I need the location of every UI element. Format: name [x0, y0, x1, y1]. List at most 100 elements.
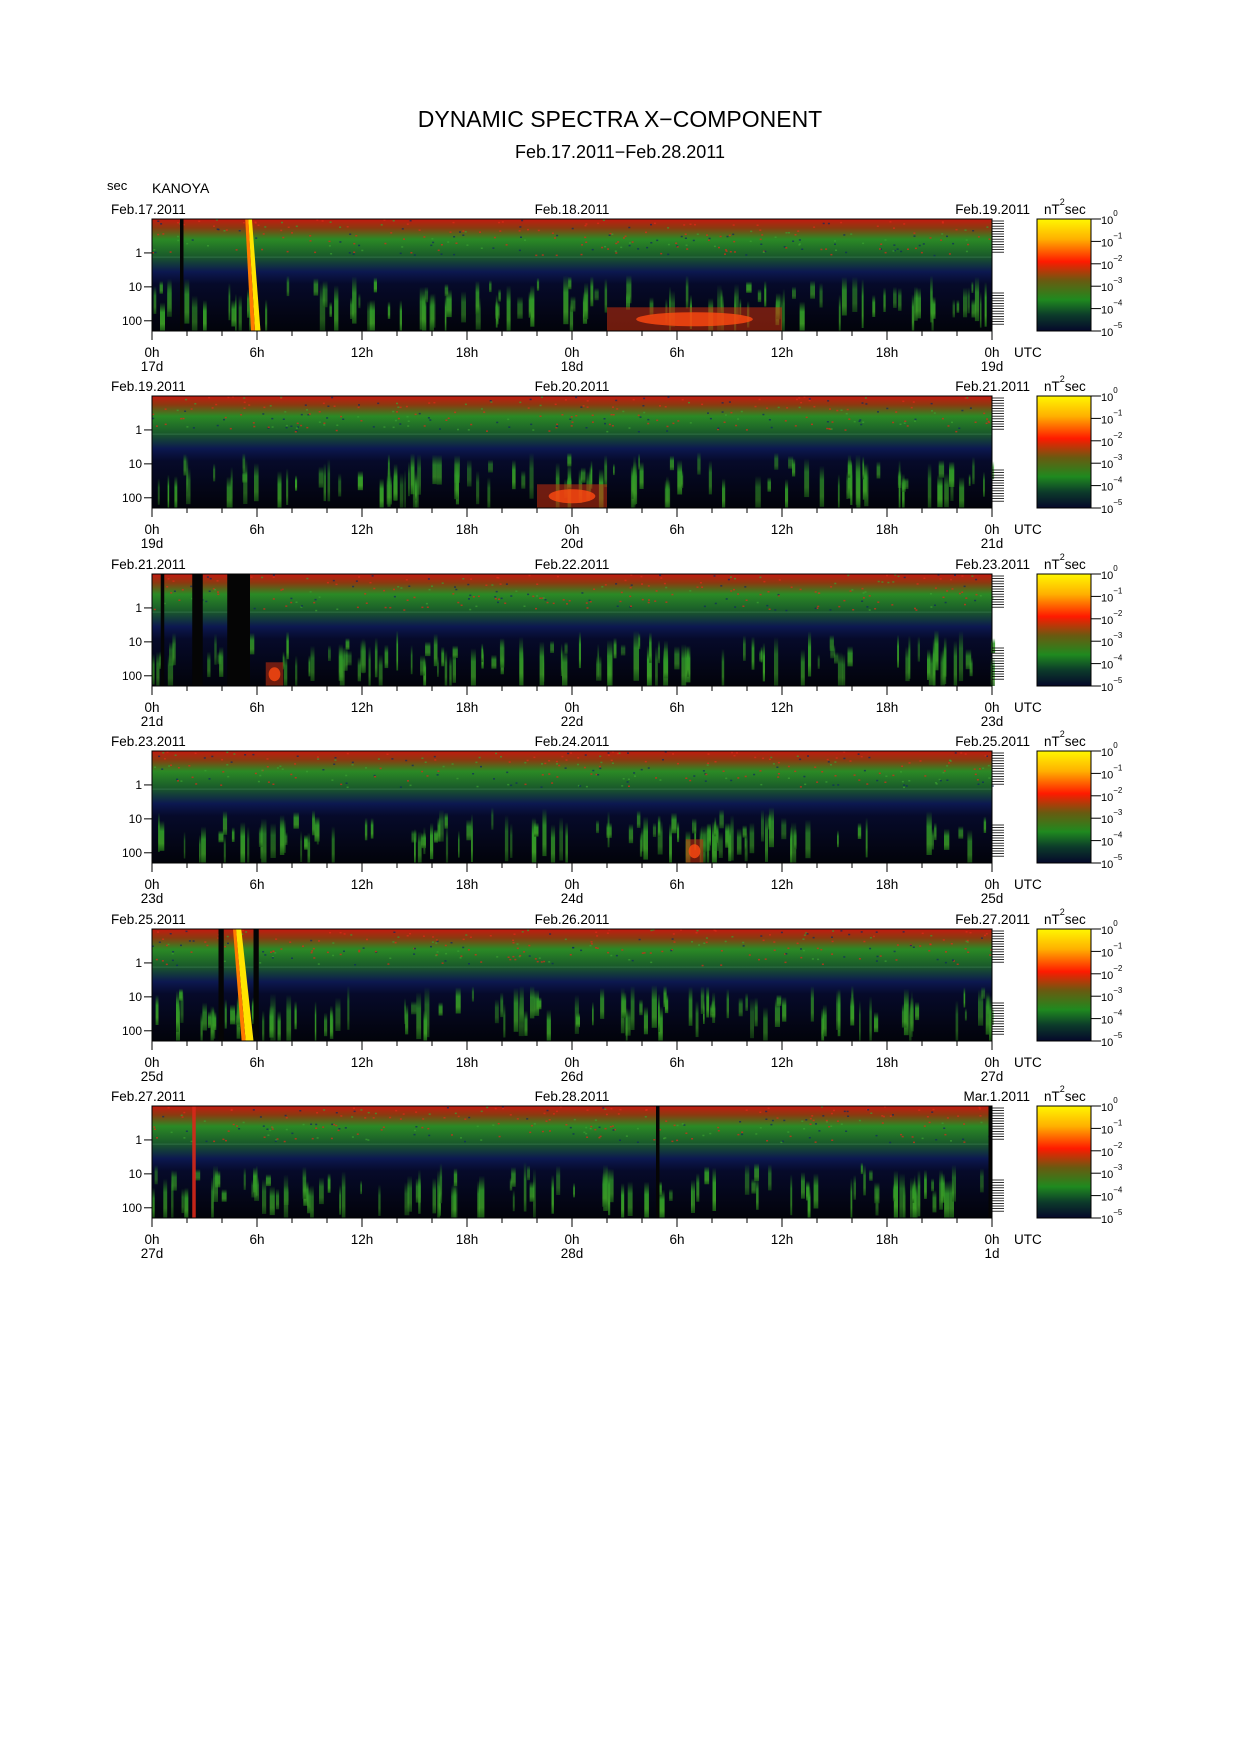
pulsation-streak — [767, 477, 771, 492]
noise-speck — [306, 426, 309, 429]
pulsation-streak — [822, 1004, 827, 1037]
noise-speck — [903, 576, 906, 579]
noise-speck — [479, 231, 481, 233]
noise-speck — [942, 596, 945, 599]
pulsation-streak — [869, 996, 872, 1041]
noise-speck — [435, 954, 438, 957]
noise-speck — [934, 587, 937, 589]
pulsation-streak — [749, 822, 755, 854]
noise-speck — [372, 1117, 375, 1119]
pulsation-streak — [387, 467, 391, 507]
noise-speck — [154, 766, 156, 768]
noise-speck — [291, 1132, 294, 1135]
noise-speck — [831, 953, 834, 955]
noise-speck — [280, 397, 283, 400]
pulsation-streak — [358, 293, 361, 309]
pulsation-streak — [425, 641, 431, 657]
noise-speck — [486, 430, 488, 432]
noise-speck — [567, 752, 570, 755]
noise-speck — [647, 601, 650, 604]
pulsation-streak — [641, 827, 646, 852]
noise-speck — [505, 583, 508, 585]
noise-speck — [915, 609, 918, 611]
noise-speck — [880, 243, 883, 245]
noise-speck — [459, 231, 461, 233]
noise-speck — [629, 587, 632, 589]
pulsation-streak — [671, 812, 677, 834]
pulsation-streak — [757, 289, 762, 303]
noise-speck — [497, 577, 500, 579]
pulsation-streak — [604, 455, 608, 488]
noise-speck — [423, 425, 426, 427]
pulsation-streak — [898, 287, 902, 311]
noise-speck — [976, 779, 979, 781]
noise-speck — [155, 958, 158, 961]
noise-speck — [853, 774, 856, 776]
noise-speck — [858, 420, 861, 422]
noise-speck — [373, 774, 376, 777]
pulsation-streak — [643, 1006, 648, 1035]
noise-speck — [410, 252, 413, 254]
pulsation-streak — [655, 646, 658, 686]
x-tick-label: 12h — [351, 1055, 374, 1070]
noise-speck — [242, 1121, 245, 1124]
noise-speck — [821, 1106, 823, 1108]
pulsation-streak — [230, 466, 233, 508]
x-tick-label: 12h — [351, 877, 374, 892]
pulsation-streak — [850, 461, 853, 505]
pulsation-streak — [503, 1003, 506, 1038]
noise-speck — [494, 1107, 497, 1110]
noise-speck — [469, 608, 472, 611]
pulsation-streak — [345, 638, 350, 650]
noise-speck — [424, 761, 427, 763]
noise-speck — [217, 593, 220, 596]
noise-speck — [313, 601, 316, 604]
noise-speck — [828, 1126, 831, 1128]
noise-speck — [314, 251, 317, 254]
noise-speck — [581, 244, 584, 246]
noise-speck — [177, 239, 180, 242]
noise-speck — [875, 1134, 878, 1137]
noise-speck — [848, 933, 851, 936]
noise-speck — [240, 414, 243, 416]
noise-speck — [153, 249, 156, 251]
noise-speck — [476, 785, 479, 788]
noise-speck — [829, 408, 831, 410]
noise-speck — [860, 755, 863, 758]
pulsation-streak — [669, 1188, 673, 1201]
noise-speck — [590, 1125, 593, 1128]
colorbar-tick-label: 10−4 — [1101, 654, 1123, 672]
data-gap — [192, 574, 203, 686]
noise-speck — [986, 226, 989, 228]
spike-event — [192, 1106, 196, 1218]
noise-speck — [991, 597, 994, 599]
noise-speck — [549, 933, 552, 935]
noise-speck — [659, 1129, 661, 1131]
noise-speck — [460, 1137, 462, 1139]
noise-speck — [908, 780, 911, 782]
pc-event-core — [548, 489, 596, 504]
noise-speck — [440, 244, 443, 246]
noise-speck — [843, 956, 846, 958]
noise-speck — [641, 952, 644, 954]
noise-speck — [803, 934, 806, 936]
noise-speck — [833, 1109, 835, 1112]
pulsation-streak — [416, 992, 422, 1040]
noise-speck — [598, 1136, 601, 1139]
pulsation-streak — [701, 825, 707, 852]
noise-speck — [472, 773, 475, 775]
noise-speck — [845, 413, 848, 415]
panel-5: Feb.25.2011 Feb.26.2011 Feb.27.20111101000… — [111, 907, 1123, 1084]
noise-speck — [340, 783, 343, 786]
x-tick-label: 0h — [984, 345, 999, 360]
noise-speck — [778, 579, 781, 581]
pulsation-streak — [283, 1174, 289, 1218]
pulsation-streak — [639, 461, 644, 489]
noise-speck — [391, 758, 394, 760]
y-tick-label: 10 — [129, 990, 143, 1004]
noise-speck — [914, 420, 916, 422]
noise-speck — [223, 418, 225, 421]
noise-speck — [230, 1109, 233, 1112]
pulsation-streak — [171, 1170, 177, 1191]
x-tick-label: 18h — [876, 1055, 899, 1070]
